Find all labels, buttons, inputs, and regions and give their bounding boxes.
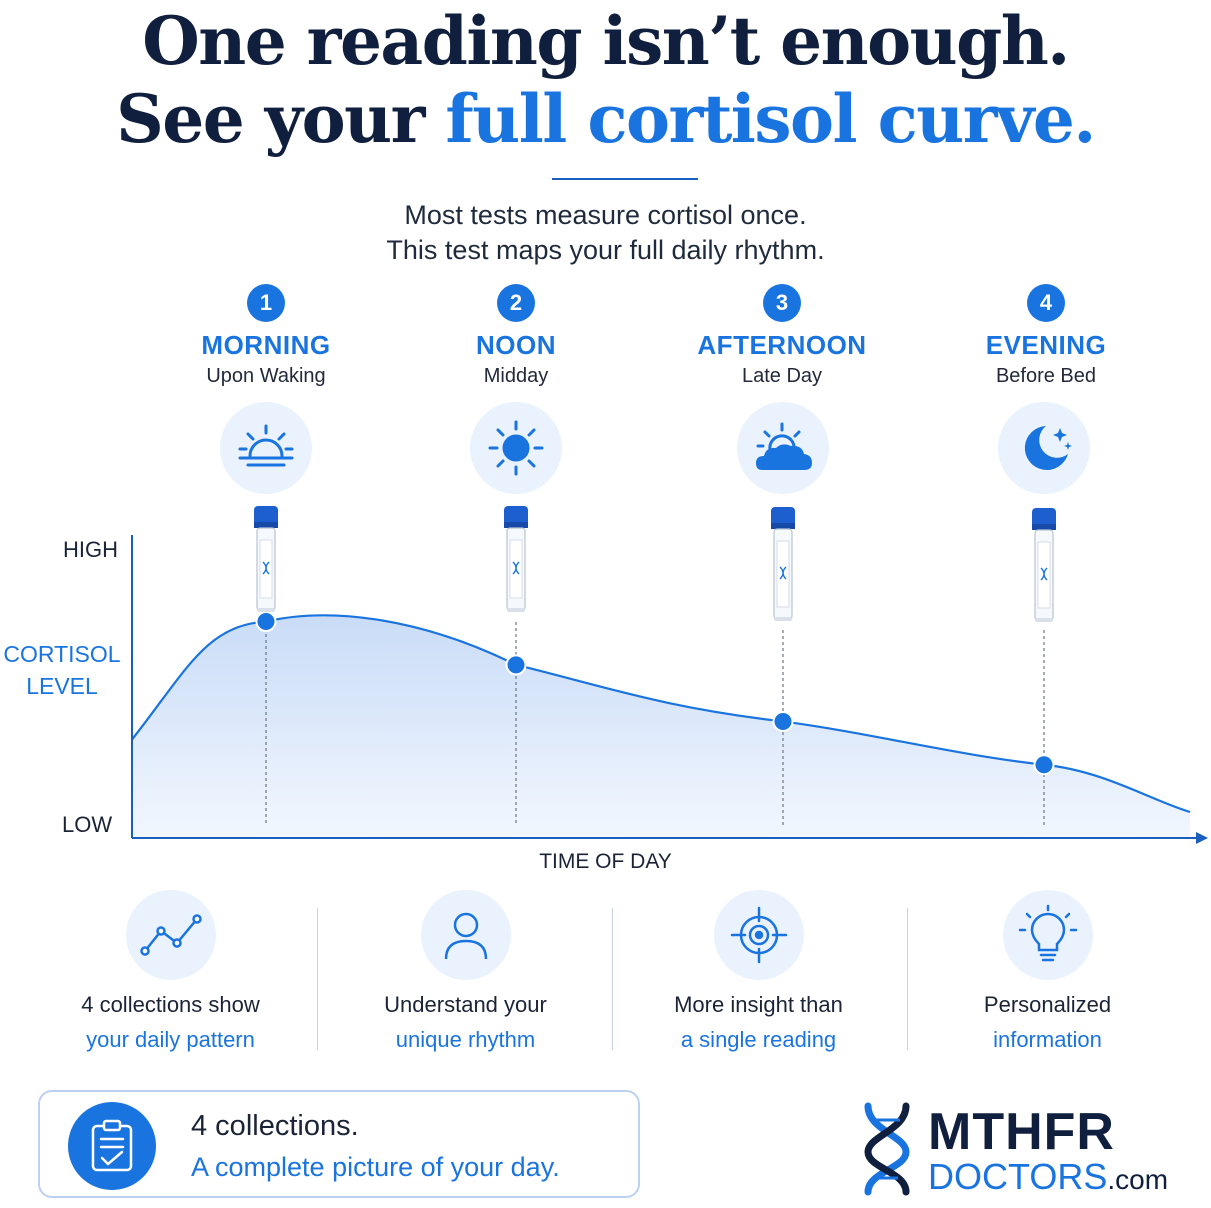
collections-callout: 4 collections. A complete picture of you…	[38, 1090, 640, 1198]
lightbulb-icon	[1002, 890, 1093, 980]
step-number-badge: 2	[497, 284, 535, 322]
x-axis-title: TIME OF DAY	[539, 850, 672, 873]
step-noon: 2 NOON Midday	[386, 284, 646, 388]
feature-more-insight: More insight than a single reading	[611, 890, 906, 1053]
feature-divider	[907, 908, 908, 1050]
subtitle-line-1: Most tests measure cortisol once.	[404, 200, 807, 230]
trend-line-icon	[125, 890, 216, 980]
headline-line-1: One reading isn’t enough.	[142, 2, 1070, 80]
logo-wordmark-bottom: DOCTORS.com	[928, 1158, 1168, 1199]
logo-doctors: DOCTORS	[928, 1156, 1108, 1197]
curve-area-fill	[132, 615, 1190, 838]
moon-stars-icon	[998, 402, 1090, 494]
step-title: MORNING	[201, 330, 331, 360]
feature-line-2: unique rhythm	[395, 1027, 536, 1052]
step-number-badge: 3	[763, 284, 801, 322]
feature-line-1: Understand your	[384, 992, 547, 1017]
callout-title: 4 collections.	[191, 1110, 359, 1142]
sun-icon	[470, 402, 562, 494]
y-axis-title-line-1: CORTISOL	[3, 641, 121, 667]
cortisol-curve-chart	[131, 535, 1208, 844]
feature-line-2: a single reading	[680, 1027, 837, 1052]
person-icon	[420, 890, 511, 980]
step-number-badge: 1	[247, 284, 285, 322]
target-icon	[713, 890, 804, 980]
feature-divider	[612, 908, 613, 1050]
step-title: EVENING	[985, 330, 1107, 360]
sunrise-icon	[220, 402, 312, 494]
callout-subtitle: A complete picture of your day.	[191, 1152, 560, 1182]
collection-point	[772, 710, 794, 732]
y-axis-high-label: HIGH	[63, 537, 118, 562]
step-caption: Late Day	[741, 365, 823, 387]
collection-point	[1033, 754, 1055, 776]
y-axis-title-line-2: LEVEL	[26, 673, 98, 699]
collection-point	[255, 611, 277, 633]
headline-accent: full cortisol curve.	[445, 80, 1096, 158]
step-title: NOON	[476, 330, 556, 360]
y-axis-low-label: LOW	[62, 812, 113, 837]
step-afternoon: 3 AFTERNOON Late Day	[652, 284, 912, 388]
feature-line-1: Personalized	[983, 992, 1112, 1017]
clipboard-check-icon	[68, 1102, 156, 1190]
title-divider	[552, 178, 698, 180]
feature-line-1: 4 collections show	[81, 992, 260, 1017]
headline-line-2: See your full cortisol curve.	[0, 80, 1211, 158]
sun-behind-cloud-icon	[737, 402, 829, 494]
dna-icon	[864, 1102, 910, 1196]
feature-line-2: your daily pattern	[86, 1027, 255, 1052]
feature-unique-rhythm: Understand your unique rhythm	[318, 890, 613, 1053]
feature-line-2: information	[993, 1027, 1102, 1052]
headline-prefix: See your	[116, 80, 446, 158]
logo-domain-suffix: .com	[1107, 1164, 1169, 1195]
step-evening: 4 EVENING Before Bed	[916, 284, 1176, 388]
step-title: AFTERNOON	[697, 330, 867, 360]
logo-wordmark-top: MTHFR	[928, 1103, 1115, 1161]
x-axis-arrowhead	[1196, 832, 1208, 844]
step-number-badge: 4	[1027, 284, 1065, 322]
feature-personalized: Personalized information	[900, 890, 1195, 1053]
collection-tube-icon	[502, 506, 530, 619]
step-morning: 1 MORNING Upon Waking	[136, 284, 396, 388]
feature-line-1: More insight than	[674, 992, 843, 1017]
feature-daily-pattern: 4 collections show your daily pattern	[23, 890, 318, 1053]
y-axis-title: CORTISOL LEVEL	[0, 638, 124, 702]
step-caption: Before Bed	[995, 365, 1097, 387]
feature-divider	[317, 908, 318, 1050]
subtitle-line-2: This test maps your full daily rhythm.	[386, 235, 825, 265]
brand-logo: MTHFR DOCTORS.com	[860, 1102, 1190, 1198]
collection-tube-icon	[1030, 508, 1058, 629]
collection-point	[505, 654, 527, 676]
collection-tube-icon	[769, 507, 797, 628]
step-caption: Upon Waking	[206, 365, 326, 387]
step-caption: Midday	[483, 365, 549, 387]
collection-tube-icon	[252, 506, 280, 619]
